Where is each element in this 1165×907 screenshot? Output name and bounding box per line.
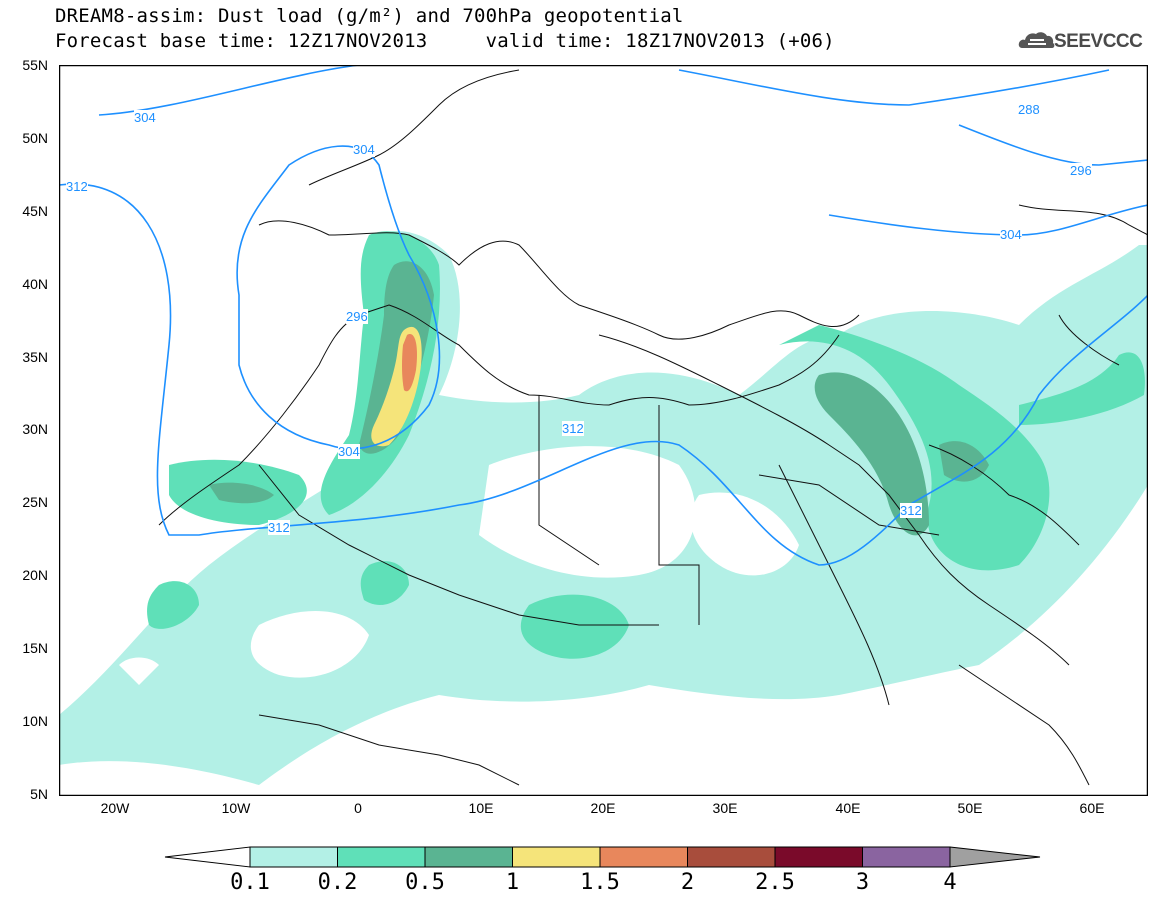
colorbar-bin — [599, 846, 688, 868]
map-subtitle: Forecast base time: 12Z17NOV2013 valid t… — [55, 30, 835, 52]
colorbar-bin — [512, 846, 601, 868]
seevccc-logo: SEEVCCC — [1054, 31, 1143, 52]
colorbar-label: 0.1 — [230, 870, 270, 895]
lon-label: 20W — [100, 800, 130, 816]
map-border — [59, 65, 1148, 796]
colorbar-label: 4 — [943, 870, 957, 895]
lat-label: 50N — [22, 130, 48, 146]
colorbar-bin — [424, 846, 513, 868]
lon-label: 20E — [590, 800, 616, 816]
contour-label: 312 — [268, 520, 290, 535]
lon-label: 50E — [957, 800, 983, 816]
dust-load-map — [59, 65, 1148, 796]
contour-label: 312 — [900, 503, 922, 518]
contour-label: 304 — [134, 110, 156, 125]
lat-label: 30N — [22, 421, 48, 437]
colorbar-bin — [687, 846, 776, 868]
contour-label: 312 — [66, 179, 88, 194]
colorbar-label: 3 — [855, 870, 870, 895]
lat-label: 25N — [22, 494, 48, 510]
colorbar-label: 2.5 — [755, 870, 795, 895]
colorbar-max-arrow — [949, 846, 1041, 868]
lat-label: 15N — [22, 640, 48, 656]
contour-label: 288 — [1018, 102, 1040, 117]
lat-label: 55N — [22, 57, 48, 73]
colorbar-bin — [774, 846, 863, 868]
colorbar-min-arrow — [164, 846, 251, 868]
contour-label: 304 — [353, 142, 375, 157]
colorbar-label: 0.5 — [405, 870, 445, 895]
lat-label: 20N — [22, 567, 48, 583]
lat-label: 10N — [22, 713, 48, 729]
colorbar-label: 1.5 — [580, 870, 620, 895]
contour-label: 296 — [1070, 163, 1092, 178]
colorbar-bin — [249, 846, 338, 868]
contour-label: 296 — [346, 309, 368, 324]
lon-label: 30E — [712, 800, 738, 816]
colorbar — [164, 846, 1041, 868]
lat-label: 35N — [22, 349, 48, 365]
colorbar-label: 1 — [505, 870, 520, 895]
dust-shading — [59, 231, 1148, 786]
colorbar-bin — [337, 846, 426, 868]
contour-label: 312 — [562, 421, 584, 436]
coastlines — [158, 69, 1148, 786]
lon-label: 60E — [1079, 800, 1105, 816]
lat-label: 40N — [22, 276, 48, 292]
colorbar-label: 0.2 — [317, 870, 358, 895]
lon-label: 0 — [354, 800, 362, 816]
lat-label: 45N — [22, 203, 48, 219]
cloud-icon — [1018, 32, 1055, 48]
map-title: DREAM8-assim: Dust load (g/m²) and 700hP… — [55, 5, 684, 27]
colorbar-bin — [862, 846, 951, 868]
lon-label: 10W — [221, 800, 251, 816]
contour-label: 304 — [1000, 227, 1022, 242]
colorbar-label: 2 — [680, 870, 695, 895]
lon-label: 40E — [835, 800, 861, 816]
lon-label: 10E — [468, 800, 494, 816]
contour-label: 304 — [338, 444, 360, 459]
lat-label: 5N — [30, 786, 48, 802]
